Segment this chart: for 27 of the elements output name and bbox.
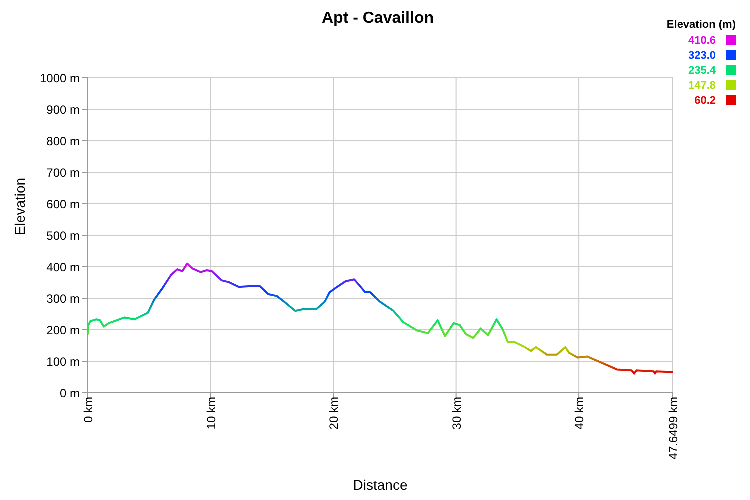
- y-tick-label: 800 m: [46, 134, 80, 148]
- y-tick-label: 900 m: [46, 102, 80, 117]
- text: 235.4: [688, 65, 717, 77]
- text: 147.8: [688, 80, 716, 92]
- y-tick-label: 600 m: [46, 197, 80, 212]
- y-axis-title: Elevation: [12, 178, 28, 236]
- chart-title: Apt - Cavaillon: [322, 10, 434, 27]
- y-tick-label: 0 m: [60, 386, 80, 400]
- text: 60.2: [694, 95, 716, 107]
- text: 410.6: [688, 35, 716, 47]
- text: 323.0: [688, 50, 716, 62]
- y-tick-label: 400 m: [46, 260, 80, 274]
- x-tick-label: 0 km: [82, 397, 96, 424]
- color-bar-title: Elevation (m): [666, 19, 736, 31]
- x-tick-label: 30 km: [450, 397, 464, 430]
- x-tick-label: 40 km: [572, 397, 587, 430]
- x-tick-label: 47.6499 km: [666, 397, 681, 460]
- y-tick-label: 700 m: [46, 166, 80, 180]
- x-tick-label: 10 km: [204, 397, 218, 430]
- x-axis-title: Distance: [353, 477, 408, 493]
- y-tick-label: 1000 m: [40, 71, 80, 86]
- y-tick-label: 100 m: [46, 354, 80, 369]
- y-tick-label: 300 m: [46, 292, 80, 306]
- y-tick-label: 200 m: [46, 323, 80, 338]
- line-series: [88, 262, 673, 375]
- y-tick-label: 500 m: [46, 228, 80, 243]
- x-tick-label: 20 km: [327, 397, 342, 430]
